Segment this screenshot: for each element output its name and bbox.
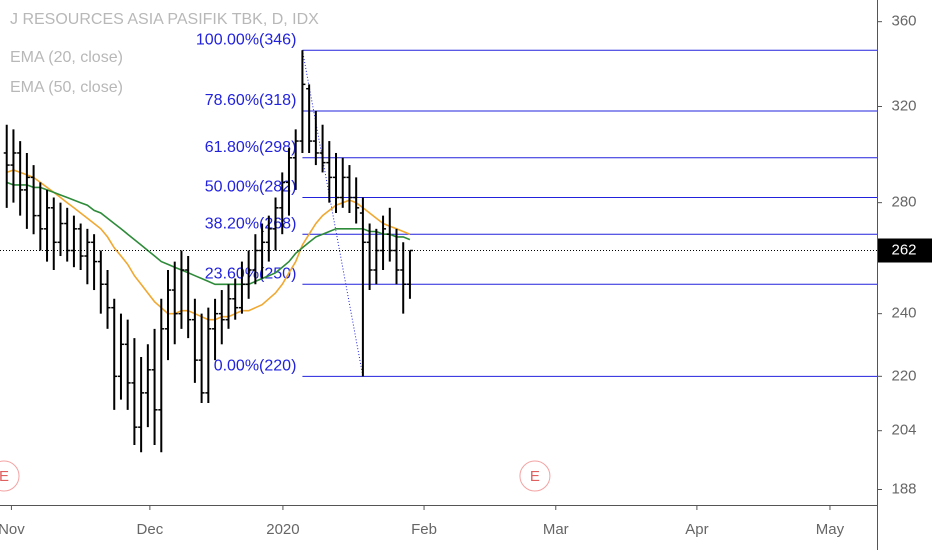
y-tick-label: 360: [891, 13, 916, 30]
event-label: E: [530, 468, 540, 485]
fib-label: 100.00%(346): [196, 31, 297, 48]
legend-entry: EMA (20, close): [10, 49, 123, 66]
x-tick-label: Feb: [411, 521, 437, 538]
ema-line: [6, 181, 411, 286]
fib-trend: [301, 50, 364, 377]
x-tick-label: Dec: [137, 521, 164, 538]
y-tick-label: 188: [891, 480, 916, 497]
last-price-label: 262: [891, 241, 916, 258]
chart-title: J RESOURCES ASIA PASIFIK TBK, D, IDX: [10, 11, 319, 28]
event-marker: [0, 460, 20, 492]
x-tick-label: Nov: [0, 521, 25, 538]
x-tick-label: Mar: [543, 521, 569, 538]
event-marker: [519, 460, 551, 492]
y-tick-label: 204: [891, 422, 916, 439]
x-tick-label: 2020: [266, 521, 299, 538]
y-tick-label: 220: [891, 367, 916, 384]
y-tick-label: 240: [891, 305, 916, 322]
fib-label: 78.60%(318): [205, 92, 297, 109]
fib-label: 50.00%(282): [205, 179, 297, 196]
last-price-box: [878, 238, 932, 263]
y-tick-label: 280: [891, 194, 916, 211]
event-label: E: [0, 468, 9, 485]
fib-label: 61.80%(298): [205, 139, 297, 156]
y-tick-label: 320: [891, 97, 916, 114]
x-tick-label: Apr: [685, 521, 708, 538]
legend-entry: EMA (50, close): [10, 79, 123, 96]
fib-label: 0.00%(220): [214, 358, 297, 375]
fib-label: 23.60%(250): [205, 265, 297, 282]
x-tick-label: May: [816, 521, 845, 538]
